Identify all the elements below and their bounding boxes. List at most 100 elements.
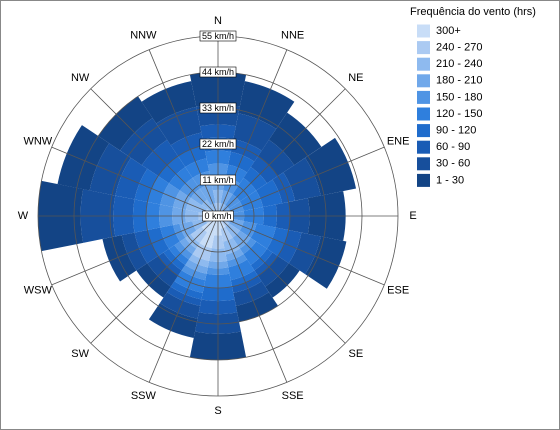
wedge	[233, 113, 277, 151]
spoke	[148, 49, 219, 217]
wedge	[199, 216, 218, 249]
tick-box	[200, 174, 236, 186]
direction-label: W	[18, 210, 29, 222]
legend-label: 300+	[436, 25, 461, 37]
spoke	[148, 215, 219, 383]
wedge	[230, 138, 262, 162]
legend-label: 150 - 180	[436, 91, 482, 103]
wedge	[134, 168, 159, 202]
legend-swatch	[417, 41, 430, 55]
legend-label: 210 - 240	[436, 58, 482, 70]
r-tick-label: 55 km/h	[202, 31, 234, 41]
direction-label: NW	[71, 72, 90, 84]
wedge	[185, 158, 210, 178]
legend-swatch	[417, 107, 430, 121]
legend-swatch	[417, 90, 430, 104]
direction-label: WSW	[24, 285, 53, 297]
spoke	[90, 88, 219, 217]
wedge	[174, 270, 206, 294]
wedge	[102, 235, 137, 282]
legend-swatch	[417, 57, 430, 71]
wedge	[173, 190, 191, 210]
wedge	[160, 183, 180, 208]
wedge	[156, 106, 202, 146]
wedge	[250, 223, 276, 249]
spoke	[90, 215, 219, 344]
tick-box	[199, 138, 237, 150]
spoke	[217, 146, 385, 217]
wedge	[185, 259, 208, 274]
wedge	[239, 221, 257, 238]
r-tick-label: 33 km/h	[202, 103, 234, 113]
legend-label: 30 - 60	[436, 158, 470, 170]
direction-label: SSE	[282, 390, 304, 402]
wedge	[266, 227, 289, 257]
wedge	[228, 201, 244, 214]
spoke	[217, 49, 288, 217]
spoke	[217, 215, 385, 286]
legend-label: 1 - 30	[436, 174, 464, 186]
tick-box	[199, 66, 237, 78]
direction-label: S	[214, 405, 221, 417]
direction-label: N	[214, 15, 222, 27]
wedge	[121, 232, 148, 271]
spoke	[51, 146, 219, 217]
wedge	[235, 292, 279, 322]
wedge	[89, 143, 131, 196]
r-tick-label: 44 km/h	[202, 67, 234, 77]
wedge	[181, 264, 207, 281]
spoke	[217, 88, 346, 217]
tick-box	[199, 30, 237, 42]
wedge	[256, 179, 283, 208]
direction-label: WNW	[23, 135, 52, 147]
direction-label: E	[409, 210, 416, 222]
wedge	[134, 230, 159, 264]
wedge	[147, 227, 170, 257]
wedge	[173, 223, 186, 242]
tick-box	[199, 102, 237, 114]
direction-label: ENE	[387, 135, 410, 147]
spoke	[217, 215, 288, 383]
legend-swatch	[417, 74, 430, 88]
wedge	[220, 226, 233, 242]
legend-swatch	[417, 157, 430, 171]
wedge	[305, 236, 347, 289]
direction-label: NNE	[281, 30, 304, 42]
wedge	[179, 221, 197, 238]
wedge	[238, 81, 295, 129]
wedge	[288, 232, 321, 275]
legend-swatch	[417, 140, 430, 154]
wedge	[160, 224, 180, 249]
wedge	[223, 237, 240, 255]
wedge	[192, 243, 212, 261]
direction-label: NE	[348, 72, 363, 84]
wedge	[225, 248, 244, 261]
wedge	[177, 145, 207, 168]
wedge	[148, 303, 198, 338]
wedge	[228, 259, 255, 281]
legend-label: 90 - 120	[436, 125, 476, 137]
wedge	[147, 175, 170, 205]
legend-swatch	[417, 24, 430, 38]
legend-label: 60 - 90	[436, 141, 470, 153]
legend-swatch	[417, 173, 430, 187]
wedge	[232, 275, 262, 294]
r-tick-label: 22 km/h	[202, 139, 234, 149]
wedge	[57, 125, 110, 191]
wedge	[220, 190, 233, 206]
legend-label: 180 - 210	[436, 75, 482, 87]
wedge	[305, 137, 357, 196]
wedge	[283, 157, 321, 201]
wedge	[188, 254, 210, 268]
wedge	[170, 132, 204, 157]
legend-swatch	[417, 124, 430, 138]
wedge	[159, 292, 201, 319]
r-tick-label: 0 km/h	[204, 211, 231, 221]
wedge	[192, 218, 208, 231]
wedge	[141, 81, 197, 124]
wedge	[277, 230, 302, 264]
direction-label: SE	[349, 348, 364, 360]
wedge	[239, 190, 263, 211]
r-tick-label: 11 km/h	[202, 175, 233, 185]
